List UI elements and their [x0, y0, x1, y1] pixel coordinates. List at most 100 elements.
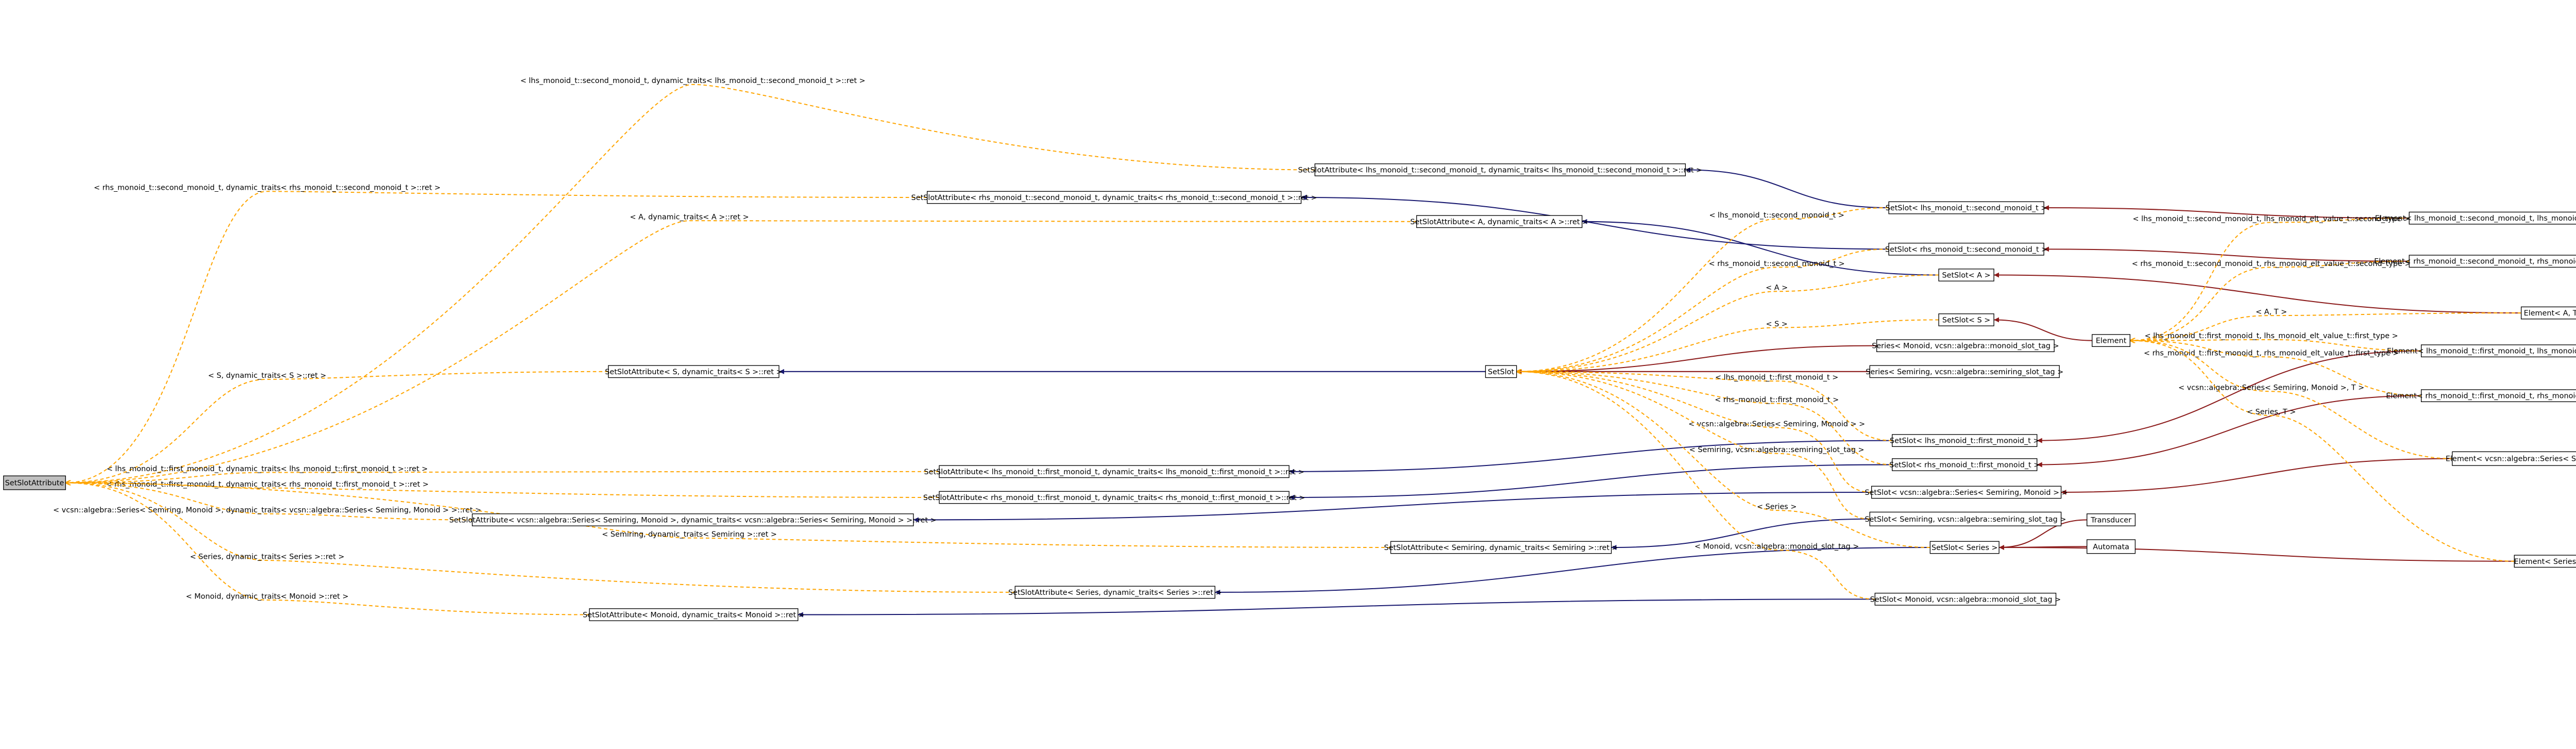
edge: [2037, 395, 2421, 468]
edge-label: < rhs_monoid_t::second_monoid_t, rhs_mon…: [2132, 260, 2411, 268]
edge-label: < Series, dynamic_traits< Series >::ret …: [190, 553, 345, 561]
edge: [65, 483, 472, 521]
edge: [2130, 218, 2410, 340]
class-node: [1416, 215, 1583, 228]
class-node: [1871, 486, 2062, 499]
class-node: [1485, 365, 1517, 378]
edge: [2130, 341, 2515, 562]
class-node: [589, 608, 799, 621]
edge-label: < S >: [1766, 320, 1787, 328]
class-name: Element< A, T >: [2524, 309, 2576, 318]
class-name: Element< vcsn::algebra::Series< Semiring…: [2446, 455, 2576, 463]
class-name: SetSlot< A >: [1942, 272, 1990, 280]
class-name: SetSlotAttribute< A, dynamic_traits< A >…: [1410, 218, 1588, 226]
class-name: SetSlotAttribute< rhs_monoid_t::first_mo…: [923, 494, 1306, 502]
edge: [65, 483, 1015, 593]
class-node: [2092, 334, 2131, 347]
edge-label: < lhs_monoid_t::first_monoid_t >: [1715, 374, 1838, 382]
class-name: SetSlotAttribute: [5, 479, 64, 488]
class-node: [1869, 365, 2060, 378]
edge: [2044, 205, 2410, 219]
edge-label: < rhs_monoid_t::first_monoid_t >: [1715, 396, 1839, 404]
class-node: [2520, 306, 2576, 320]
class-node: [2452, 451, 2576, 466]
edge-label: < S, dynamic_traits< S >::ret >: [208, 372, 327, 380]
class-name: SetSlot< Semiring, vcsn::algebra::semiri…: [1865, 515, 2066, 524]
class-node: [2087, 539, 2136, 554]
edge-label: < vcsn::algebra::Series< Semiring, Monoi…: [1688, 420, 1865, 428]
edge: [65, 84, 1315, 483]
edge: [913, 491, 1872, 523]
edge-label: < rhs_monoid_t::first_monoid_t, rhs_mono…: [2144, 349, 2399, 358]
class-node: [1888, 242, 2044, 256]
class-name: SetSlotAttribute< lhs_monoid_t::second_m…: [1298, 166, 1703, 174]
edge-label: < lhs_monoid_t::first_monoid_t, lhs_mono…: [2145, 332, 2398, 340]
class-name: Automata: [2093, 543, 2129, 551]
class-name: SetSlot< lhs_monoid_t::second_monoid_t >: [1886, 204, 2047, 212]
class-name: SetSlot< Monoid, vcsn::algebra::monoid_s…: [1870, 595, 2061, 604]
class-node: [1938, 269, 1994, 281]
edge-label: < rhs_monoid_t::second_monoid_t >: [1709, 260, 1845, 268]
class-node: [1874, 592, 2057, 606]
edge: [1999, 544, 2087, 551]
class-node: [3, 475, 66, 490]
class-name: SetSlotAttribute< Semiring, dynamic_trai…: [1384, 544, 1618, 552]
edge: [2037, 350, 2421, 443]
edge: [1516, 345, 1877, 374]
class-name: SetSlot< S >: [1942, 316, 1991, 324]
edge-label: < lhs_monoid_t::first_monoid_t, dynamic_…: [107, 465, 428, 473]
edge: [65, 220, 1417, 482]
class-name: Element< rhs_monoid_t::second_monoid_t, …: [2374, 258, 2576, 266]
class-name: SetSlotAttribute< S, dynamic_traits< S >…: [605, 368, 782, 376]
edge: [1994, 272, 2521, 314]
class-name: Element< Series, T >: [2514, 558, 2576, 566]
class-name: SetSlot< lhs_monoid_t::first_monoid_t >: [1890, 437, 2039, 445]
edge: [2130, 340, 2421, 352]
edge: [2130, 260, 2410, 341]
edge: [2130, 341, 2421, 396]
edge-label: < vcsn::algebra::Series< Semiring, Monoi…: [53, 506, 481, 514]
edge-label: < Semiring, vcsn::algebra::semiring_slot…: [1689, 446, 1865, 454]
edge: [798, 598, 1875, 618]
edge: [1994, 317, 2092, 341]
class-name: SetSlot< rhs_monoid_t::first_monoid_t >: [1889, 461, 2040, 469]
edge: [1517, 248, 1889, 371]
edge: [1517, 372, 1930, 548]
class-node: [2514, 555, 2576, 568]
edge-label: < Monoid, dynamic_traits< Monoid >::ret …: [186, 592, 349, 601]
class-node: [1938, 313, 1994, 326]
class-node: [1390, 541, 1612, 554]
class-node: [926, 191, 1302, 204]
class-node: [2420, 344, 2576, 358]
class-node: [471, 513, 914, 526]
class-name: SetSlotAttribute< Monoid, dynamic_traits…: [583, 611, 805, 619]
class-name: Element< lhs_monoid_t::first_monoid_t, l…: [2387, 347, 2576, 356]
edge-label: < lhs_monoid_t::second_monoid_t >: [1709, 211, 1844, 220]
class-name: SetSlotAttribute< Series, dynamic_traits…: [1008, 589, 1222, 597]
edge-label: < A, dynamic_traits< A >::ret >: [630, 213, 749, 221]
edge-label: < lhs_monoid_t::second_monoid_t, dynamic…: [520, 77, 866, 85]
edge: [1517, 372, 1892, 465]
class-name: SetSlot: [1488, 368, 1515, 376]
class-name: SetSlot< Series >: [1931, 544, 1998, 552]
edge: [1215, 546, 1930, 595]
class-name: Element< rhs_monoid_t::first_monoid_t, r…: [2386, 392, 2576, 401]
edge: [1301, 194, 1889, 250]
edge: [2044, 246, 2410, 262]
edge: [1517, 372, 1892, 441]
class-name: SetSlot< rhs_monoid_t::second_monoid_t >: [1885, 245, 2047, 254]
class-name: SetSlotAttribute< rhs_monoid_t::second_m…: [911, 194, 1317, 202]
class-node: [1314, 163, 1686, 176]
edge: [1289, 440, 1892, 474]
edge: [2061, 458, 2452, 495]
class-name: Series< Monoid, vcsn::algebra::monoid_sl…: [1872, 342, 2059, 351]
edge: [1999, 544, 2515, 562]
edge-label: < vcsn::algebra::Series< Semiring, Monoi…: [2178, 384, 2364, 392]
edge: [65, 471, 940, 483]
edge: [65, 483, 1391, 548]
class-name: SetSlotAttribute< lhs_monoid_t::first_mo…: [924, 468, 1304, 476]
edge: [2130, 312, 2521, 341]
edge: [2130, 341, 2452, 459]
class-name: Series< Semiring, vcsn::algebra::semirin…: [1866, 368, 2063, 376]
class-node: [2087, 513, 2136, 526]
